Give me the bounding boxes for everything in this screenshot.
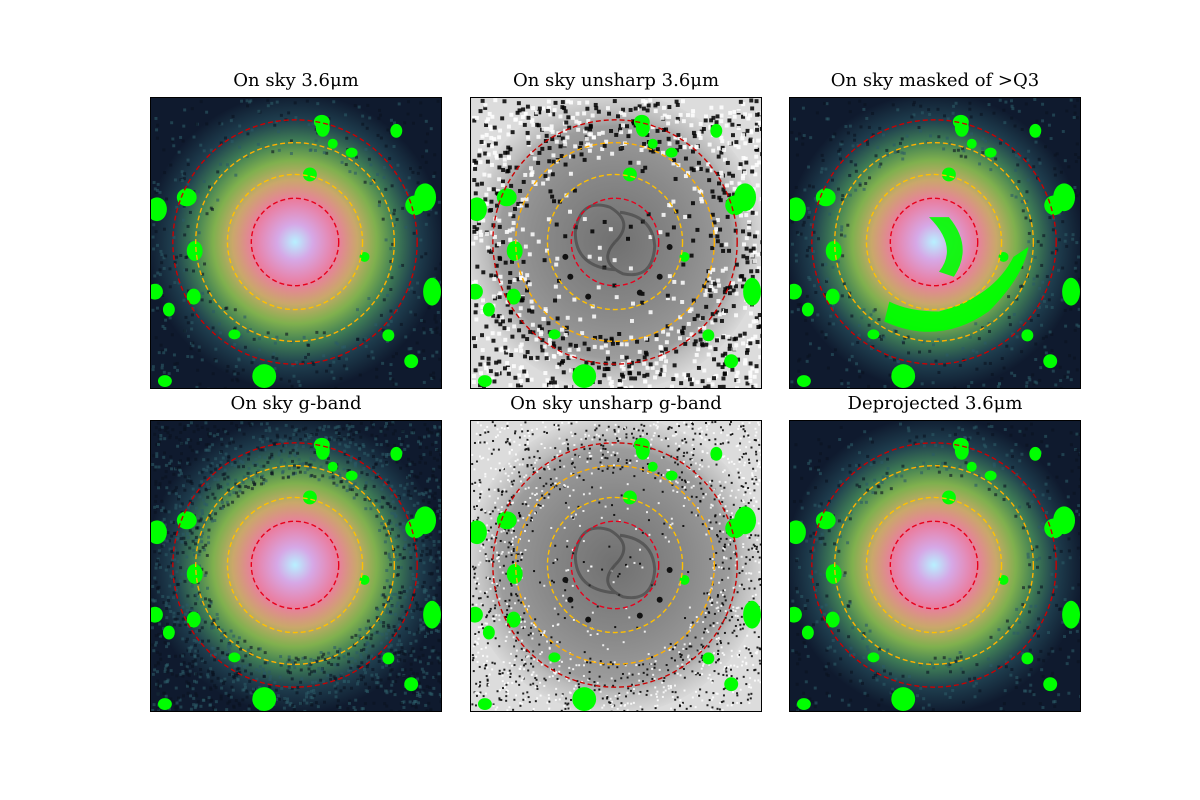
panel-title: On sky g-band — [230, 393, 362, 414]
mask-regions — [471, 437, 761, 711]
spiral-arms — [573, 203, 657, 277]
inner-ring — [570, 520, 660, 610]
inner-ring — [570, 197, 660, 287]
q3-mask-region — [884, 246, 1029, 332]
galaxy-image — [789, 420, 1081, 712]
mask-regions — [790, 114, 1080, 388]
panel-deprojected-36um: Deprojected 3.6μm — [789, 393, 1081, 712]
middle-ring-outer — [514, 141, 716, 343]
panel-onsky-unsharp-36um: On sky unsharp 3.6μm — [470, 70, 762, 389]
inner-ring — [250, 520, 340, 610]
mask-regions — [151, 114, 441, 388]
panel-title: On sky unsharp 3.6μm — [512, 70, 720, 91]
radial-rings — [492, 119, 738, 365]
inner-ring — [889, 520, 979, 610]
panel-onsky-unsharp-gband: On sky unsharp g-band — [470, 393, 762, 712]
panel-onsky-masked-q3: On sky masked of >Q3 — [789, 70, 1081, 389]
radial-rings — [811, 119, 1057, 365]
galaxy-image — [150, 97, 442, 389]
panel-title: On sky masked of >Q3 — [830, 70, 1040, 91]
panel-title: On sky 3.6μm — [233, 70, 359, 91]
panel-title: On sky unsharp g-band — [510, 393, 722, 414]
outer-ring — [492, 119, 738, 365]
outer-ring — [172, 119, 418, 365]
radial-rings — [492, 442, 738, 688]
galaxy-image — [150, 420, 442, 712]
middle-ring-outer — [833, 464, 1035, 666]
middle-ring-inner — [865, 173, 1003, 311]
mask-regions — [151, 437, 441, 711]
middle-ring-outer — [194, 141, 396, 343]
inner-ring — [250, 197, 340, 287]
radial-rings — [172, 442, 418, 688]
galaxy-image — [789, 97, 1081, 389]
outer-ring — [811, 442, 1057, 688]
radial-rings — [172, 119, 418, 365]
panel-onsky-36um: On sky 3.6μm — [150, 70, 442, 389]
middle-ring-outer — [194, 464, 396, 666]
middle-ring-inner — [546, 173, 684, 311]
panel-onsky-gband: On sky g-band — [150, 393, 442, 712]
middle-ring-inner — [226, 173, 364, 311]
mask-regions — [471, 114, 761, 388]
galaxy-disk — [151, 98, 441, 388]
outer-ring — [172, 442, 418, 688]
galaxy-image — [470, 97, 762, 389]
dark-knots — [562, 566, 673, 623]
dark-knots — [562, 243, 673, 300]
spiral-arms — [573, 526, 657, 600]
galaxy-image — [470, 420, 762, 712]
galaxy-disk — [790, 98, 1080, 388]
radial-rings — [811, 442, 1057, 688]
image-noise — [790, 98, 1080, 388]
outer-ring — [492, 442, 738, 688]
inner-ring — [889, 197, 979, 287]
middle-ring-inner — [865, 496, 1003, 634]
middle-ring-inner — [546, 496, 684, 634]
q3-mask-arm — [929, 217, 963, 277]
middle-ring-inner — [226, 496, 364, 634]
panel-title: Deprojected 3.6μm — [847, 393, 1023, 414]
outer-ring — [811, 119, 1057, 365]
middle-ring-outer — [514, 464, 716, 666]
middle-ring-outer — [833, 141, 1035, 343]
